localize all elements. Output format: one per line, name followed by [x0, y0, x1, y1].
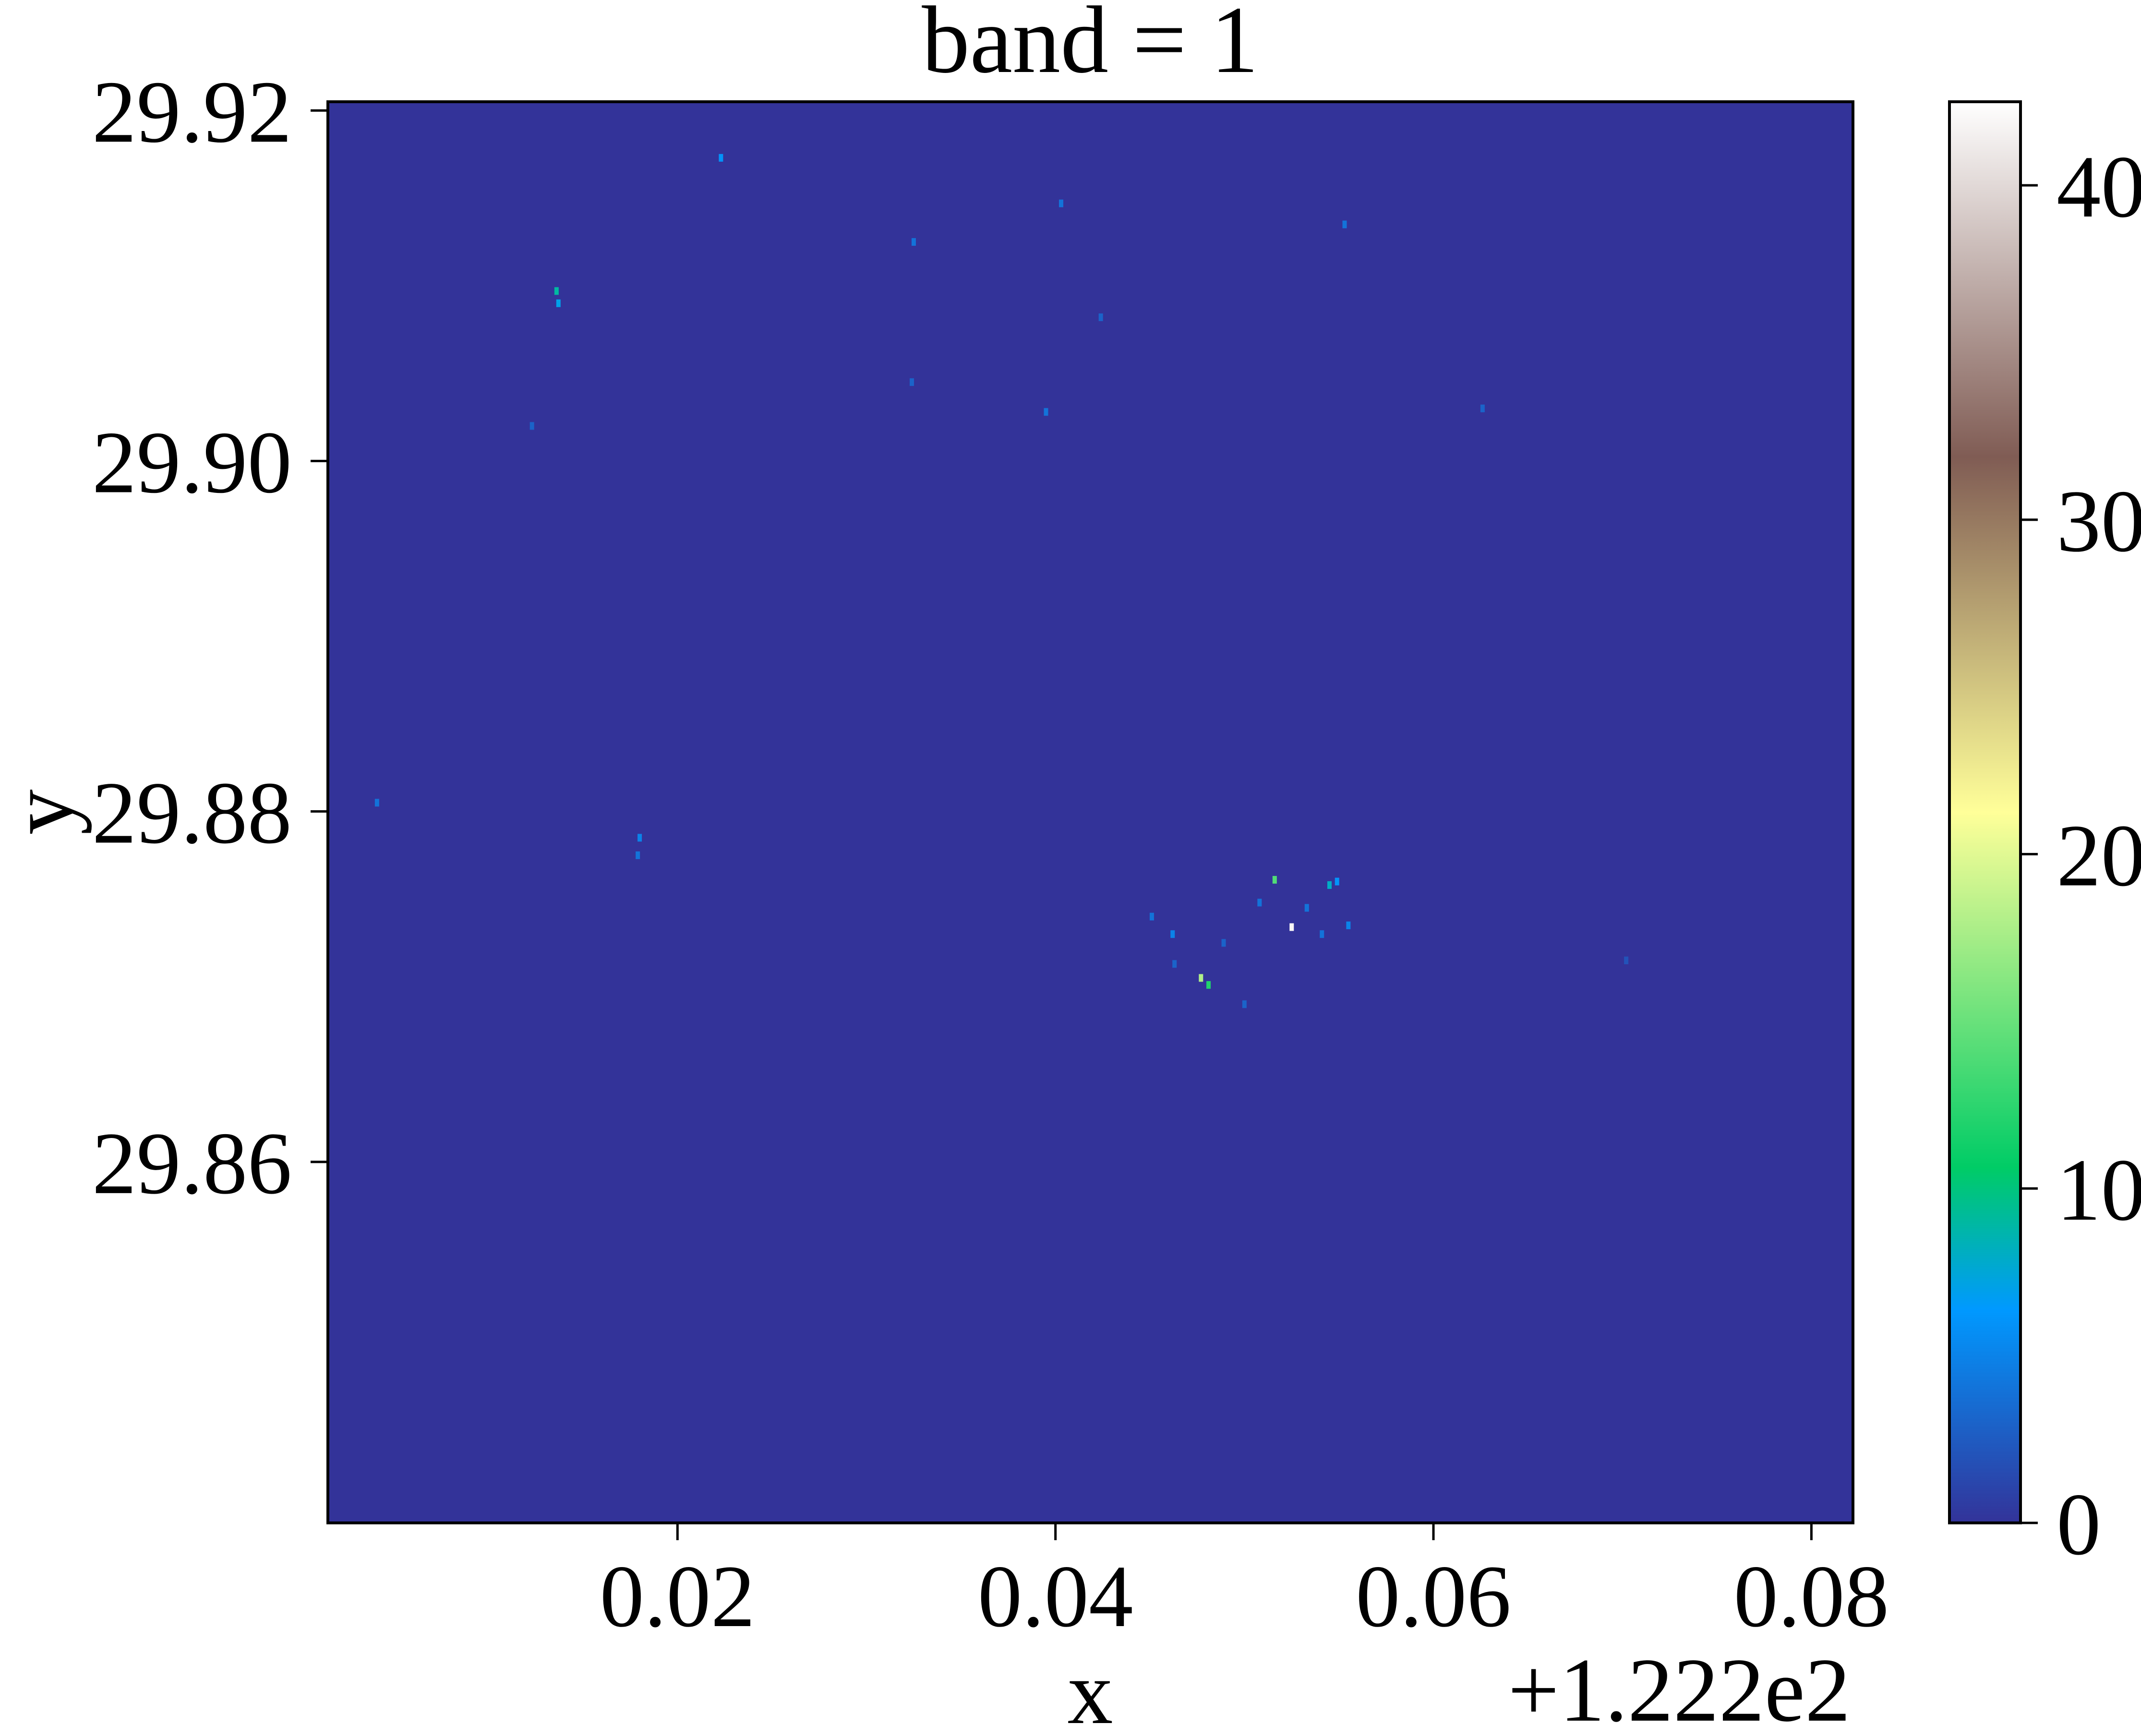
heatmap-cell: [1335, 877, 1339, 886]
x-axis-label: x: [1068, 1642, 1113, 1736]
heatmap-cell: [1149, 912, 1154, 921]
colorbar-tick-label: 40: [2057, 138, 2141, 236]
colorbar-tick-label: 10: [2057, 1141, 2141, 1239]
heatmap-cell: [1098, 313, 1103, 322]
x-tick-label: 0.08: [1734, 1547, 1889, 1646]
colorbar-tick-label: 20: [2057, 807, 2141, 905]
heatmap-cell: [1320, 930, 1324, 938]
heatmap-cells: [374, 154, 1629, 1008]
heatmap-cell: [1221, 939, 1226, 947]
x-tick-label: 0.04: [978, 1547, 1133, 1646]
y-axis-ticks: 29.86 29.88 29.90 29.92: [92, 63, 328, 1213]
heatmap-cell: [1480, 404, 1485, 412]
heatmap-cell: [1242, 1000, 1247, 1008]
x-tick-label: 0.06: [1356, 1547, 1511, 1646]
colorbar-ticks: 0 10 20 30 40: [2021, 138, 2141, 1574]
heatmap-cell: [554, 287, 559, 295]
heatmap-cell: [374, 799, 379, 807]
y-tick-label: 29.88: [92, 764, 292, 862]
y-tick-label: 29.90: [92, 413, 292, 512]
heatmap-cell: [1327, 881, 1332, 889]
heatmap-cell: [1206, 981, 1211, 989]
heatmap-cell: [1257, 898, 1262, 907]
heatmap-cell: [1172, 960, 1177, 968]
y-tick-label: 29.92: [92, 63, 292, 161]
colorbar-tick-label: 0: [2057, 1475, 2101, 1574]
heatmap-cell: [1170, 930, 1175, 938]
chart-title: band = 1: [922, 0, 1259, 93]
heatmap-cell: [1346, 921, 1351, 929]
heatmap-cell: [1624, 957, 1629, 965]
y-axis-label: y: [0, 790, 92, 835]
heatmap-cell: [1304, 904, 1309, 912]
heatmap-cell: [911, 238, 916, 246]
heatmap-cell: [1044, 408, 1048, 416]
plot-background: [328, 102, 1853, 1523]
y-tick-label: 29.86: [92, 1114, 292, 1213]
x-tick-label: 0.02: [600, 1547, 755, 1646]
heatmap-cell: [556, 299, 561, 307]
heatmap-cell: [529, 422, 534, 430]
heatmap-cell: [1289, 923, 1294, 931]
heatmap-cell: [1058, 199, 1063, 207]
heatmap-cell: [1199, 974, 1203, 982]
x-axis-ticks: 0.02 0.04 0.06 0.08: [600, 1523, 1889, 1646]
heatmap-cell: [1272, 876, 1277, 884]
heatmap-cell: [909, 378, 914, 386]
colorbar-tick-label: 30: [2057, 472, 2141, 571]
colorbar-frame: [1948, 100, 2022, 1524]
x-offset-label: +1.222e2: [1508, 1640, 1851, 1736]
heatmap-cell: [636, 851, 640, 859]
colorbar: [1949, 102, 2021, 1523]
heatmap-cell: [637, 834, 642, 842]
heatmap-cell: [719, 154, 723, 162]
heatmap-cell: [1342, 220, 1347, 228]
